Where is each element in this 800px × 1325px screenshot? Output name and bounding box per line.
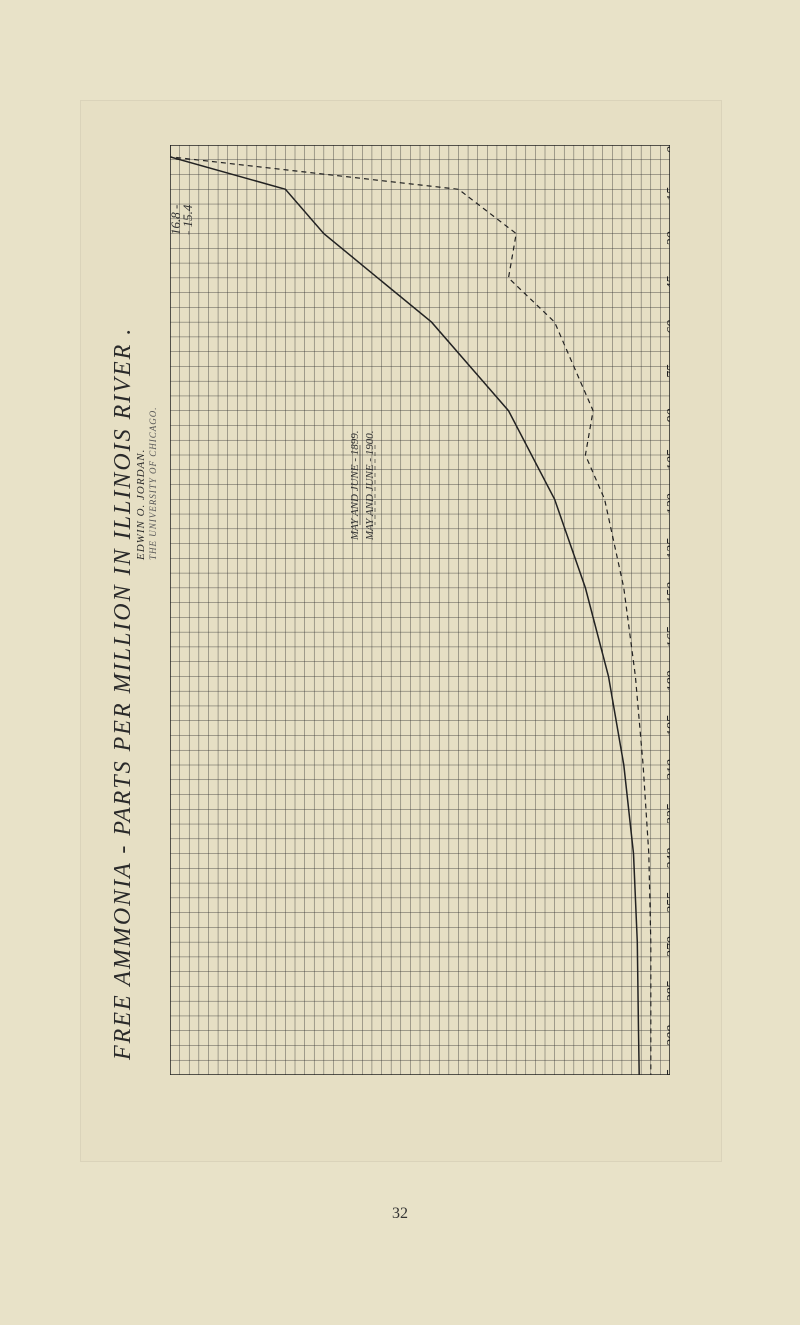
x-tick: 285 [665, 981, 670, 1002]
x-tick: 300 [665, 1025, 670, 1047]
x-tick: 105 [665, 450, 670, 471]
legend-label-1899: MAY AND JUNE - 1899. [349, 431, 361, 542]
x-tick: 195 [665, 715, 670, 736]
x-tick: 30 [665, 232, 670, 247]
x-tick: 180 [665, 671, 670, 692]
x-tick: 0 [665, 147, 670, 154]
chart-title: FREE AMMONIA - PARTS PER MILLION IN ILLI… [110, 327, 137, 1060]
x-tick: 270 [665, 937, 670, 958]
x-tick: 165 [665, 627, 670, 648]
x-tick: 240 [665, 848, 670, 869]
x-tick: 120 [665, 494, 670, 515]
x-tick: 225 [665, 804, 670, 825]
x-tick: 315 [665, 1070, 670, 1076]
chart-author: EDWIN O. JORDAN. [135, 449, 147, 560]
line-chart: MAY AND JUNE - 1899. MAY AND JUNE - 1900… [170, 145, 670, 1075]
x-tick: 255 [665, 892, 670, 913]
x-tick: 60 [665, 320, 670, 334]
x-tick: 90 [665, 409, 670, 423]
x-tick: 75 [665, 364, 670, 378]
x-tick: 15 [665, 187, 670, 201]
grid [170, 145, 670, 1075]
legend-label-1900: MAY AND JUNE - 1900. [364, 431, 376, 542]
page-number: 32 [392, 1205, 408, 1223]
x-tick: 45 [665, 276, 670, 290]
x-tick: 210 [665, 760, 670, 781]
page: FREE AMMONIA - PARTS PER MILLION IN ILLI… [0, 0, 800, 1325]
chart-institution: THE UNIVERSITY OF CHICAGO. [148, 407, 158, 561]
series-1899 [170, 145, 639, 1075]
x-tick: 135 [665, 538, 670, 559]
x-tick: 150 [665, 582, 670, 603]
